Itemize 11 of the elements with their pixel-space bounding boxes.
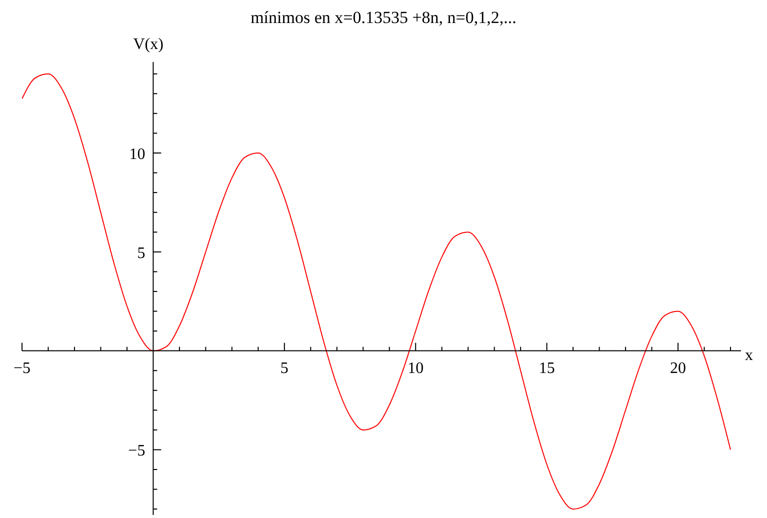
x-tick-label: 20	[670, 360, 686, 377]
y-tick-label: −5	[128, 442, 146, 460]
x-axis-title: x	[745, 346, 753, 365]
x-tick-label: 15	[538, 360, 555, 377]
x-tick-label: 10	[408, 360, 424, 377]
chart-title: mínimos en x=0.13535 +8n, n=0,1,2,...	[250, 8, 518, 28]
x-tick-label: −5	[13, 360, 31, 377]
y-tick-label: 10	[129, 146, 146, 163]
y-axis-title: V(x)	[133, 36, 164, 54]
y-tick-label: 5	[137, 244, 146, 262]
x-tick-label: 5	[280, 360, 288, 377]
